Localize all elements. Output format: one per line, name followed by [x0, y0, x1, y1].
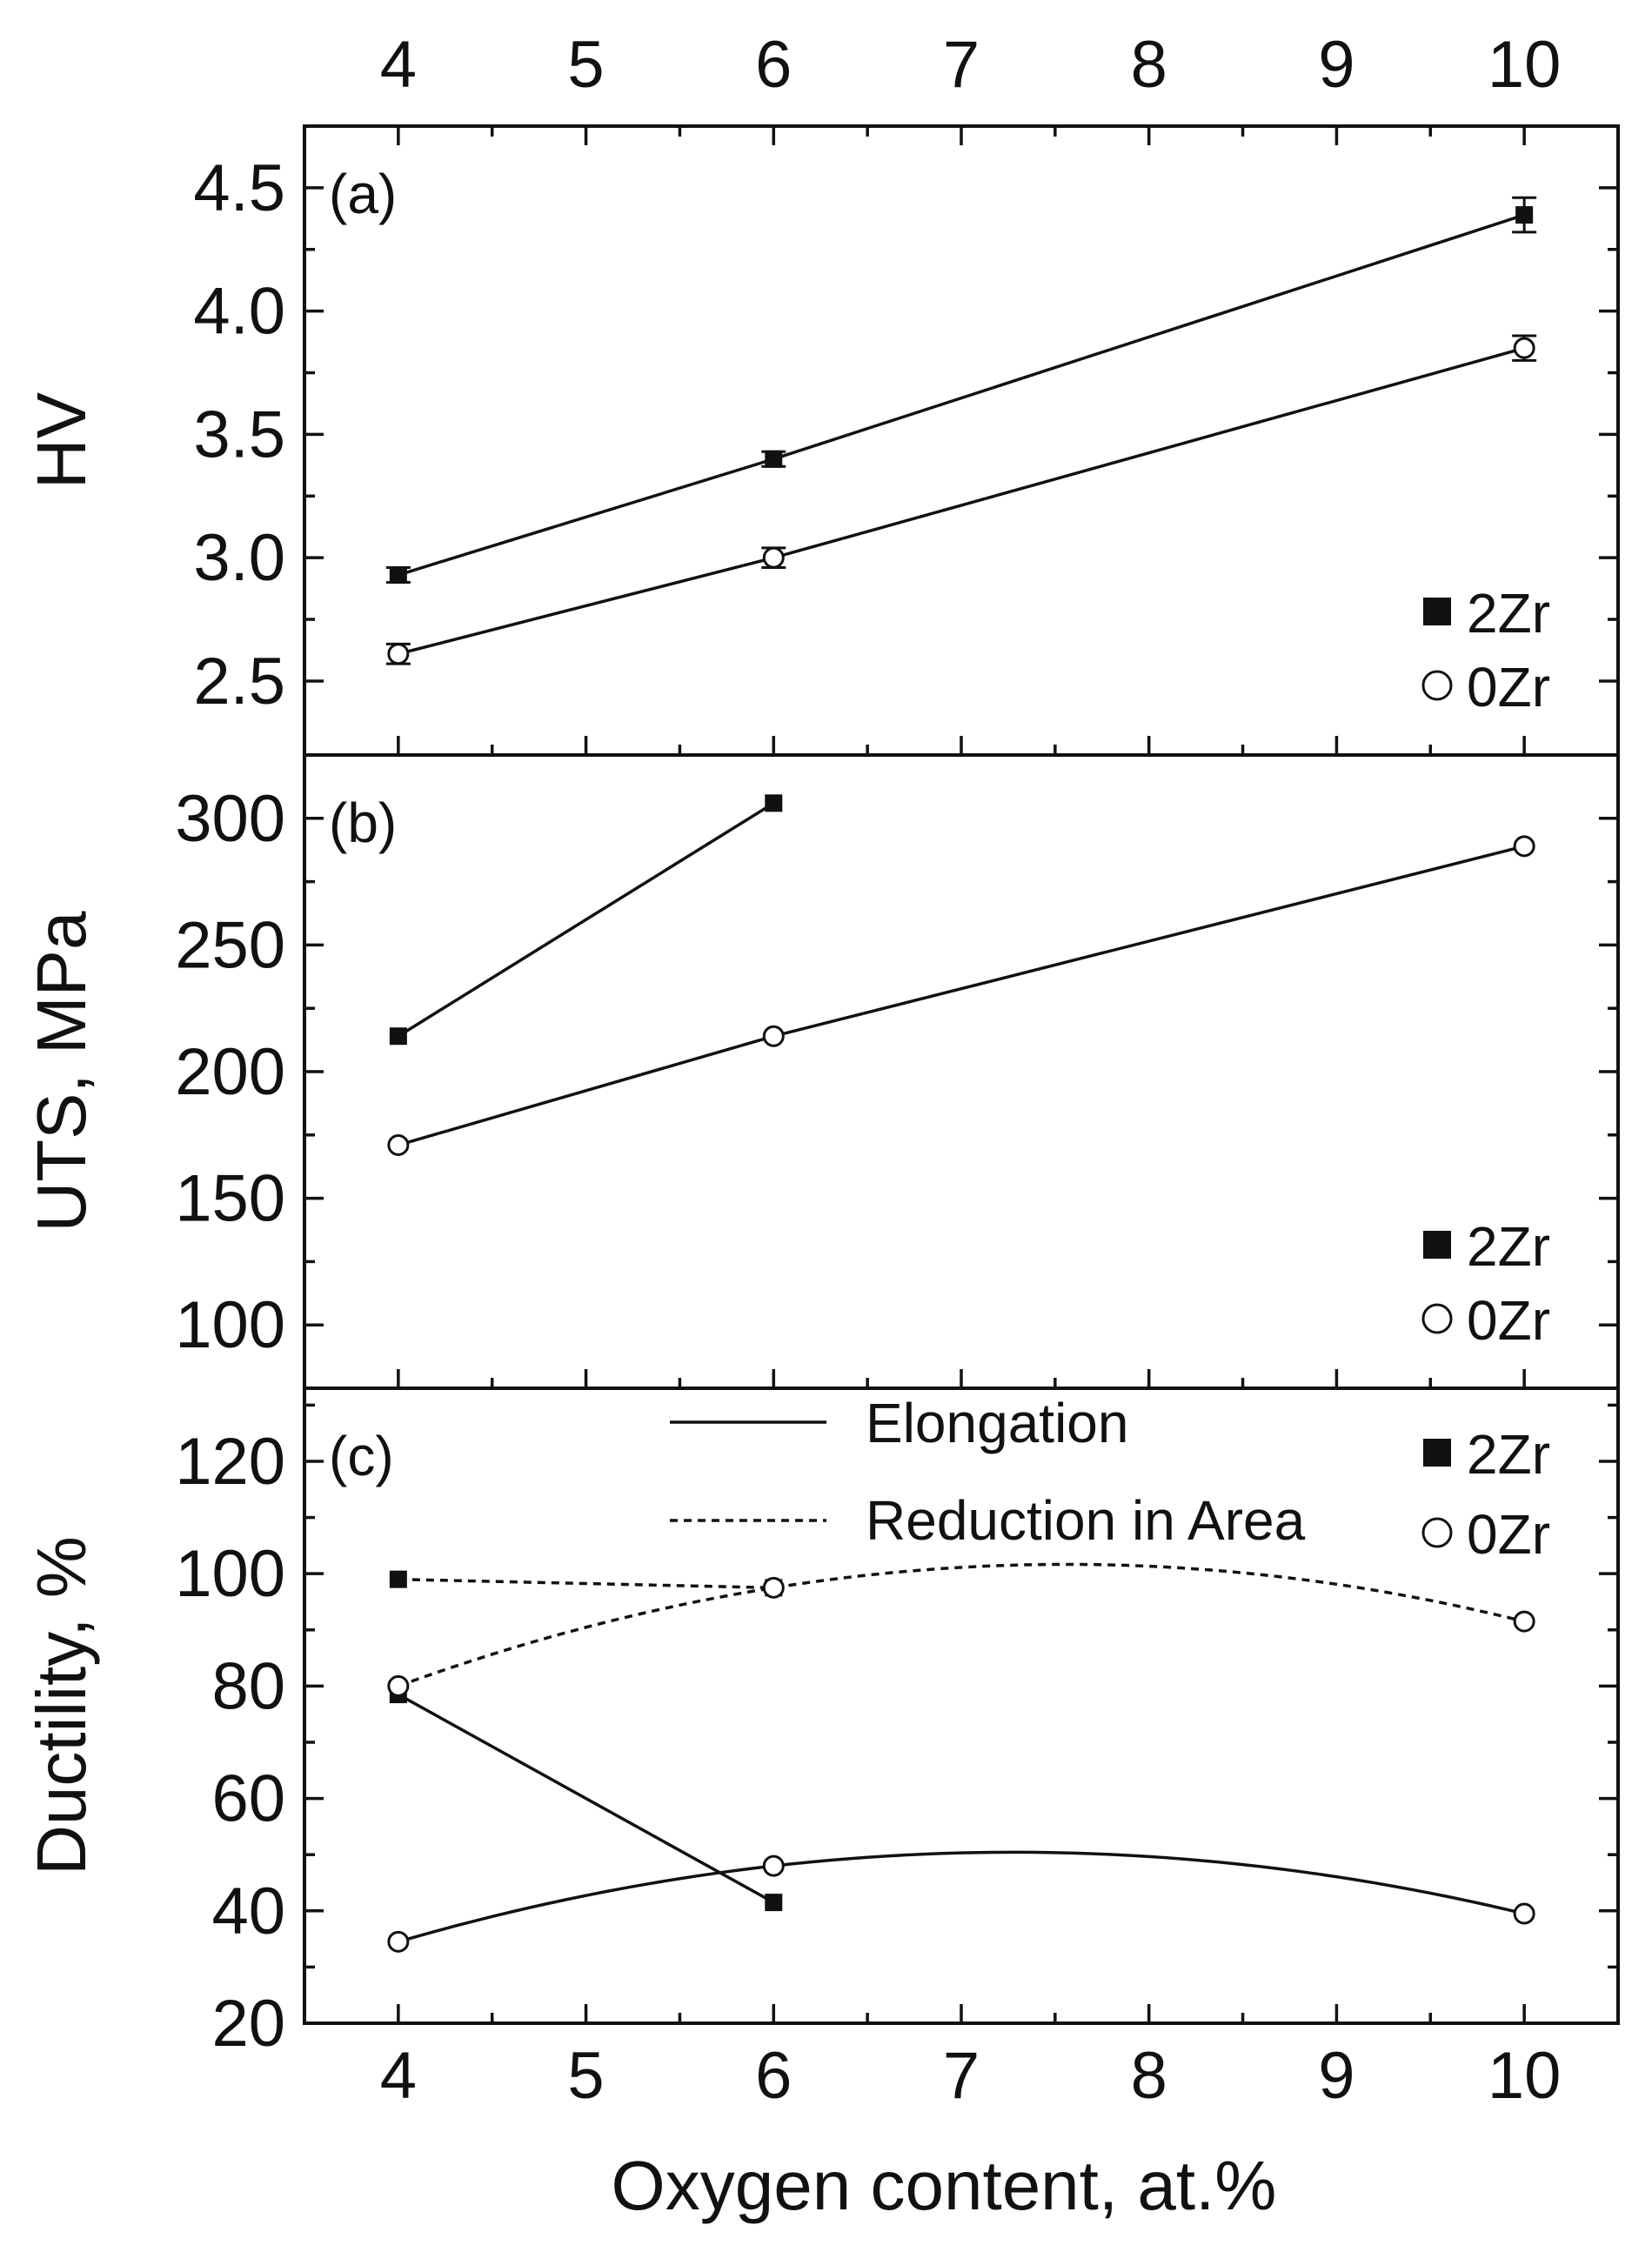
panel-a-point-2Zr [765, 450, 783, 468]
panel-c-point-0Zr-Reduction-in-Area [1513, 1610, 1535, 1633]
panel-c-line-2Zr-Elongation [398, 1693, 775, 1904]
bottom-xtick-label: 9 [1318, 2039, 1354, 2113]
top-xtick-label: 4 [380, 28, 417, 102]
panel-b-point-0Zr [387, 1133, 410, 1156]
bottom-xtick-label: 5 [567, 2039, 604, 2113]
panel-b-ytick-label: 250 [175, 908, 285, 982]
panel-c-ytick-label: 20 [211, 1987, 285, 2061]
panel-c-point-2Zr-Reduction-in-Area [389, 1570, 407, 1588]
panel-c-point-0Zr-Elongation [1513, 1902, 1535, 1925]
top-xtick-label: 8 [1131, 28, 1167, 102]
panel-a-ytick-label: 3.5 [193, 398, 285, 471]
panel-b-point-2Zr [765, 794, 783, 812]
panel-b-ytick-label: 200 [175, 1035, 285, 1109]
plot-area: 2.5 3.0 3.5 4.0 4.5 HV (a) 2Zr 0Zr 100 150 200 250 30… [23, 28, 1620, 2224]
panel-a-y-axis-label: HV [23, 391, 100, 489]
panel-c-line-2Zr-Reduction-in-Area [398, 1577, 774, 1590]
panel-a-legend-label-2Zr: 2Zr [1467, 582, 1550, 645]
top-xtick-label: 10 [1488, 28, 1562, 102]
panel-c-point-0Zr-Elongation [762, 1854, 785, 1877]
panel-b-legend-marker-2Zr [1423, 1231, 1451, 1259]
panel-a-point-0Zr [1513, 337, 1535, 359]
panel-c-y-axis-label: Ductility, % [23, 1536, 100, 1875]
panel-c-ytick-label: 100 [175, 1537, 285, 1611]
panel-b-point-0Zr [1513, 835, 1535, 858]
panel-b-legend-label-0Zr: 0Zr [1467, 1289, 1550, 1352]
legend-elongation-label: Elongation [866, 1392, 1128, 1454]
panel-a-legend-marker-0Zr [1421, 670, 1453, 701]
panel-b-label: (b) [329, 792, 397, 854]
panel-a-label: (a) [329, 163, 397, 225]
panel-b-line-2Zr [397, 801, 775, 1038]
top-xtick-label: 7 [943, 28, 980, 102]
panel-c-ytick-label: 120 [175, 1425, 285, 1499]
bottom-xtick-label: 7 [943, 2039, 980, 2113]
panel-b-legend-label-2Zr: 2Zr [1467, 1215, 1550, 1278]
panel-c-legend-marker-2Zr [1423, 1439, 1451, 1467]
panel-c-ytick-label: 40 [211, 1874, 285, 1948]
panel-c-point-0Zr-Reduction-in-Area [387, 1674, 410, 1697]
panel-a-point-0Zr [762, 546, 785, 569]
panel-a-ytick-label: 3.0 [193, 521, 285, 595]
panel-a-ytick-label: 4.0 [193, 275, 285, 349]
panel-b-ytick-label: 150 [175, 1162, 285, 1236]
panel-b-point-2Zr [389, 1027, 407, 1046]
bottom-xtick-label: 8 [1131, 2039, 1167, 2113]
panel-b-point-0Zr [762, 1025, 785, 1047]
panel-c-legend-marker-0Zr [1421, 1517, 1453, 1548]
panel-c-label: (c) [329, 1425, 394, 1487]
panel-b-legend-marker-0Zr [1421, 1303, 1453, 1334]
panel-b-y-axis-label: UTS, MPa [23, 911, 100, 1232]
panel-a-ytick-label: 4.5 [193, 151, 285, 225]
x-axis-label: Oxygen content, at.% [612, 2147, 1277, 2224]
legend-reduction-label: Reduction in Area [866, 1489, 1306, 1552]
panel-b-ytick-label: 100 [175, 1288, 285, 1362]
panel-a-point-0Zr [387, 643, 410, 665]
top-xtick-label: 6 [755, 28, 792, 102]
panel-c-curve-0Zr-Elongation [398, 1850, 1525, 1944]
panel-a-point-2Zr [1515, 206, 1534, 224]
panel-a-legend-marker-2Zr [1423, 598, 1451, 625]
panel-a-ytick-label: 2.5 [193, 645, 285, 718]
panel-c-legend-label-2Zr: 2Zr [1467, 1423, 1550, 1486]
panel-c-point-2Zr-Elongation [765, 1894, 783, 1912]
top-xtick-label: 9 [1318, 28, 1354, 102]
top-xtick-label: 5 [567, 28, 604, 102]
bottom-xtick-label: 4 [380, 2039, 417, 2113]
panel-c-curve-0Zr-Reduction-in-Area [398, 1562, 1525, 1688]
panel-c-legend-label-0Zr: 0Zr [1467, 1503, 1550, 1566]
bottom-xtick-label: 6 [755, 2039, 792, 2113]
panel-b-ytick-label: 300 [175, 782, 285, 856]
panel-c-point-0Zr-Elongation [387, 1930, 410, 1953]
panel-a-point-2Zr [389, 566, 407, 585]
panel-c-point-0Zr-Reduction-in-Area [762, 1576, 785, 1599]
panel-c-ytick-label: 80 [211, 1649, 285, 1723]
bottom-xtick-label: 10 [1488, 2039, 1562, 2113]
panel-a-legend-label-0Zr: 0Zr [1467, 656, 1550, 718]
panel-c-ytick-label: 60 [211, 1762, 285, 1836]
